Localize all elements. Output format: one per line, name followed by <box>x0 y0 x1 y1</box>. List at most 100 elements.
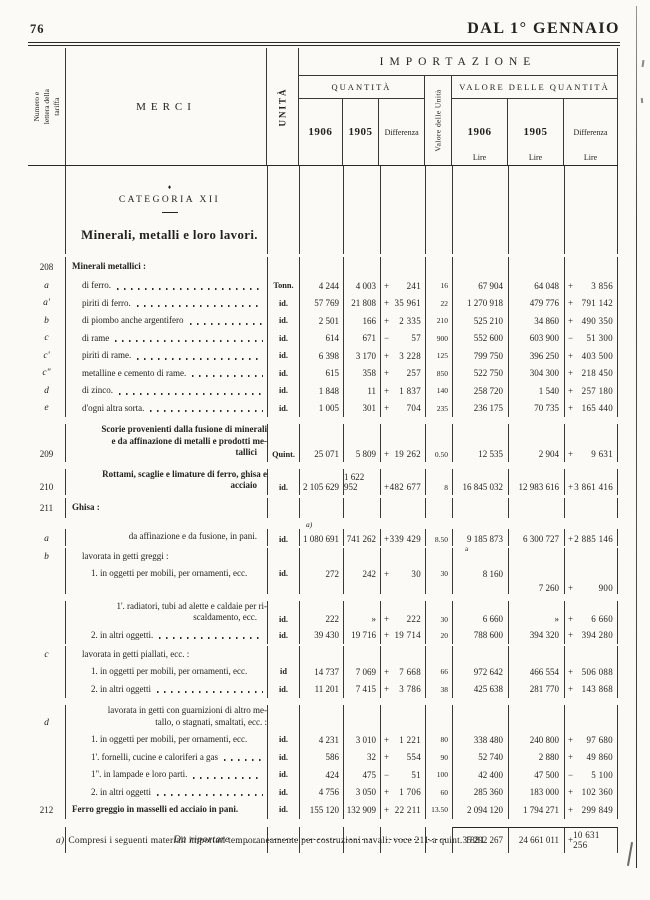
qty-diff-cell: +1 706 <box>381 783 426 801</box>
unit-cell: id. <box>268 312 300 330</box>
unit-value-cell: 38 <box>426 680 453 698</box>
value-diff-cell <box>565 565 618 583</box>
diff-sign: + <box>384 752 390 763</box>
unit-cell: id <box>268 663 300 681</box>
unit-cell: id. <box>268 600 300 627</box>
dot-fill <box>302 838 337 841</box>
value-1906-value: 6 660 <box>482 613 503 624</box>
page-edge-line <box>636 6 638 868</box>
value-1905-cell: 183 000 <box>509 783 565 801</box>
merci-cell: piriti di rame. <box>66 347 268 365</box>
merci-line: tallo, o stagnati, smaltati, ecc. : <box>155 717 267 729</box>
unit-value-cell-value: 8.50 <box>434 535 448 544</box>
dot-fill <box>428 838 446 841</box>
unit-value-cell: 100 <box>426 766 453 784</box>
qty-diff-cell: +704 <box>381 399 426 417</box>
qty-1906-value: 14 737 <box>314 666 339 677</box>
unit-value-cell: 30 <box>426 600 453 627</box>
value-1906-cell <box>453 497 509 518</box>
unit-cell: id. <box>268 565 300 583</box>
value-diff-cell: +791 142 <box>565 294 618 312</box>
diff-sign: + <box>568 630 574 641</box>
qty-1905-cell: 7 415 <box>344 680 381 698</box>
qty-1906-cell <box>300 582 344 594</box>
merci-label: Ferro greggio in masselli ed acciaio in … <box>72 804 239 814</box>
merci-header-label: MERCI <box>136 100 196 113</box>
qty-diff-cell: +19 262 <box>381 424 426 462</box>
table-row: c di rame id. 614 671−57 900 552 600 603 900−51… <box>28 329 618 347</box>
tariff-cell <box>28 600 66 627</box>
qty-1906-value: 1 080 691 <box>303 534 339 544</box>
unit-cell: id. <box>268 748 300 766</box>
value-1905-cell: 1 794 271 <box>509 801 565 819</box>
table-row: 209 Scorie provenienti dalla fusione di m… <box>28 424 618 462</box>
merci-line: 1'. fornelli, cucine e caloriferi a gas <box>91 752 267 764</box>
category-subtitle: Minerali, metalli e loro lavori. <box>81 228 258 242</box>
tariff-letter: c' <box>43 350 50 361</box>
merci-line: piriti di rame. <box>82 350 267 362</box>
merci-cell: Ferro greggio in masselli ed acciaio in … <box>66 801 268 819</box>
diff-sign: − <box>384 769 390 780</box>
tariff-cell: a <box>28 277 66 295</box>
qty-1905-cell-value: 3 170 <box>355 350 376 361</box>
tariff-letter: e <box>44 403 49 414</box>
merci-cell: lavorata in getti piallati, ecc. : <box>66 646 268 663</box>
lire-label: Lire <box>583 153 598 162</box>
qty-diff-cell: +7 668 <box>381 663 426 681</box>
unit-value-cell-value: 22 <box>440 298 449 308</box>
value-1905-cell <box>509 257 565 277</box>
value-1906-cell: 9 185 873 a <box>453 528 509 553</box>
value-1906-cell: 16 845 032 <box>453 468 509 495</box>
value-1905-cell: 70 735 <box>509 399 565 417</box>
qty-1906-cell <box>300 705 344 731</box>
merci-label: di piombo anche argentifero <box>82 315 184 325</box>
value-diff-cell: +49 860 <box>565 748 618 766</box>
merci-label: Scorie provenienti dalla fusione di mine… <box>101 424 267 434</box>
diff-sign: + <box>384 534 390 544</box>
value-diff-value: 49 860 <box>586 752 613 763</box>
qty-1906-cell: 14 737 <box>300 663 344 681</box>
value-1906-value: 35 292 267 <box>462 835 504 845</box>
qty-1905-cell: 166 <box>344 312 381 330</box>
qty-1906-cell <box>300 826 344 853</box>
tariff-cell <box>28 663 66 681</box>
unit-value: id. <box>279 614 288 624</box>
value-diff-cell: +10 631 256 <box>565 826 618 853</box>
tariff-cell: 211 <box>28 497 66 518</box>
value-diff-cell <box>565 548 618 565</box>
unit-value: id. <box>279 403 288 413</box>
unit-cell <box>268 548 300 565</box>
qty-diff-cell: +1 837 <box>381 382 426 400</box>
unit-value-cell-value: 90 <box>440 752 449 762</box>
unit-value-cell <box>426 548 453 565</box>
merci-line: lavorata in getti greggi : <box>82 551 267 563</box>
unit-value-cell: 210 <box>426 312 453 330</box>
unit-value-cell: 8.50 <box>426 528 453 546</box>
qty-1906-cell: 4 756 <box>300 783 344 801</box>
dot-leader <box>117 287 263 290</box>
merci-label: di zinco. <box>82 385 113 395</box>
unit-value-cell-value: 140 <box>436 386 448 396</box>
quantita-subheaders: 1906 1905 Differenza <box>299 99 424 165</box>
unit-cell: id. <box>268 801 300 819</box>
unit-cell: id. <box>268 468 300 495</box>
value-diff-value: 6 660 <box>591 613 613 624</box>
dot-leader <box>192 375 263 377</box>
merci-cell: 1'. fornelli, cucine e caloriferi a gas <box>66 748 268 766</box>
value-1906-cell: 525 210 <box>453 312 509 330</box>
unit-value-cell: 16 <box>426 277 453 295</box>
value-diff-value: 165 440 <box>581 403 613 414</box>
merci-cell: piriti di ferro. <box>66 294 268 312</box>
value-diff-value: 9 631 <box>591 448 613 459</box>
da-riportare-dots: . . . <box>237 834 259 845</box>
value-1905-value: 34 860 <box>534 315 559 326</box>
value-1905-value: 2 904 <box>538 448 559 459</box>
table-row: c' piriti di rame. id. 6 398 3 170 +3 228 125 7… <box>28 347 618 365</box>
diff-sign: − <box>384 333 390 344</box>
value-1905-value: 7 260 <box>538 583 559 593</box>
value-1906-value: 52 740 <box>478 752 503 763</box>
merci-cell: metalline e cemento di rame. <box>66 364 268 382</box>
value-diff-cell: +9 631 <box>565 424 618 462</box>
qty-1906-value: 586 <box>325 752 340 763</box>
tariff-number: 211 <box>39 502 54 513</box>
